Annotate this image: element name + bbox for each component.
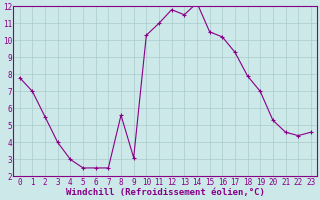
X-axis label: Windchill (Refroidissement éolien,°C): Windchill (Refroidissement éolien,°C) bbox=[66, 188, 265, 197]
